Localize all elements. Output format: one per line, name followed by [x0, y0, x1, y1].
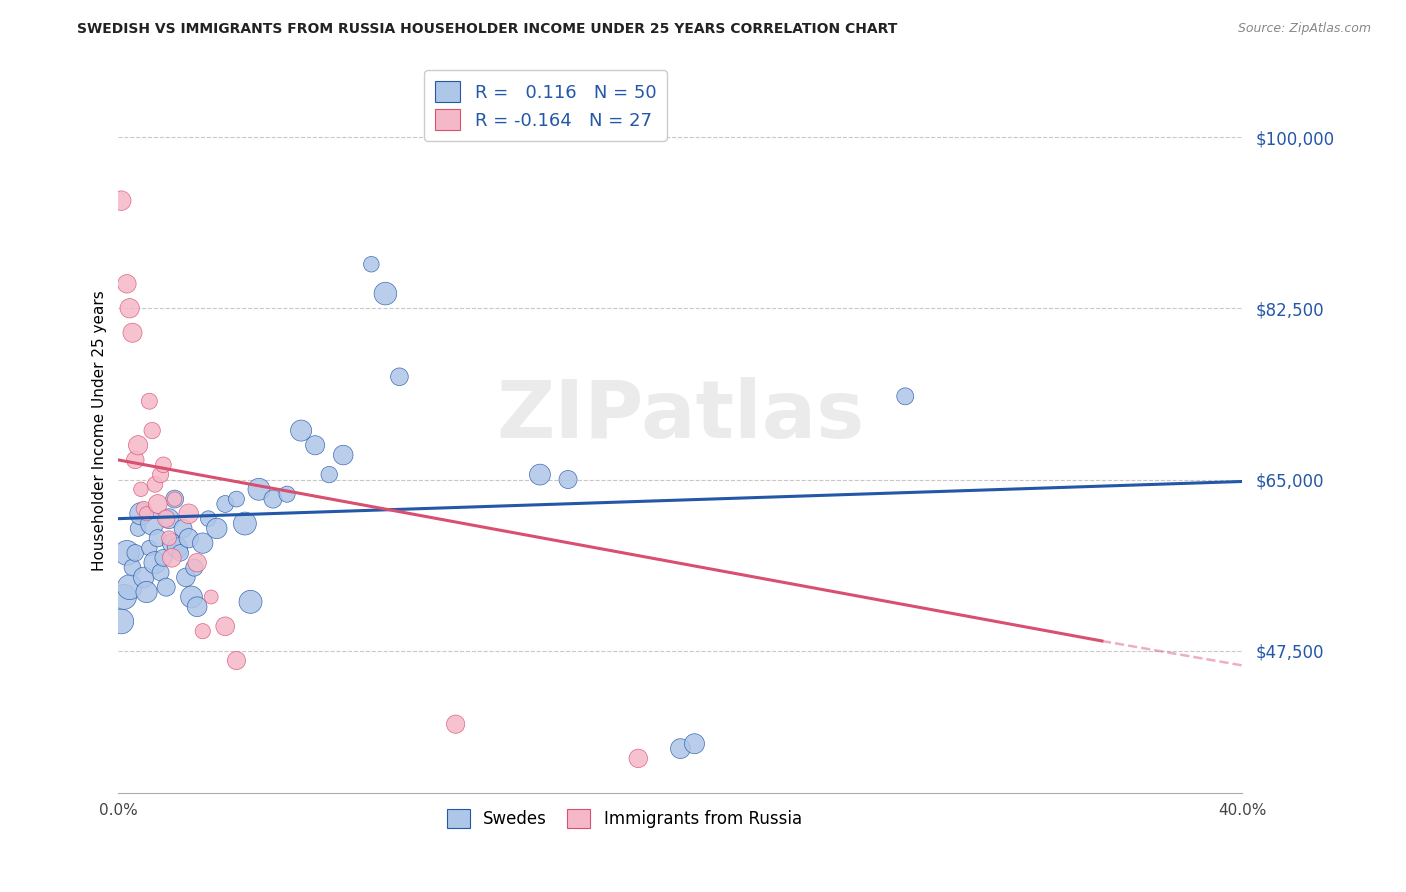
Point [112, 590, 135, 604]
Point [197, 511, 219, 525]
Text: SWEDISH VS IMMIGRANTS FROM RUSSIA HOUSEHOLDER INCOME UNDER 25 YEARS CORRELATION : SWEDISH VS IMMIGRANTS FROM RUSSIA HOUSEH… [77, 22, 897, 37]
Point [669, 741, 692, 756]
Point [160, 536, 183, 550]
Point [155, 511, 177, 525]
Point [163, 492, 186, 507]
Point [177, 507, 200, 521]
Point [163, 492, 186, 507]
Point [152, 550, 174, 565]
Point [149, 566, 172, 580]
Point [200, 590, 222, 604]
Point [110, 194, 132, 208]
Point [225, 492, 247, 507]
Point [157, 511, 180, 525]
Point [214, 619, 236, 633]
Point [205, 521, 228, 535]
Point [191, 624, 214, 639]
Point [627, 751, 650, 765]
Point [115, 277, 138, 291]
Point [160, 550, 183, 565]
Point [374, 286, 396, 301]
Point [124, 453, 146, 467]
Y-axis label: Householder Income Under 25 years: Householder Income Under 25 years [93, 290, 107, 571]
Point [146, 497, 169, 511]
Point [262, 492, 284, 507]
Point [169, 546, 191, 560]
Point [683, 737, 706, 751]
Point [135, 585, 157, 599]
Point [121, 560, 143, 574]
Point [276, 487, 298, 501]
Point [152, 458, 174, 472]
Point [166, 541, 188, 555]
Point [143, 556, 166, 570]
Point [129, 507, 152, 521]
Point [127, 438, 149, 452]
Point [118, 580, 141, 594]
Point [132, 501, 155, 516]
Point [124, 546, 146, 560]
Point [127, 521, 149, 535]
Point [304, 438, 326, 452]
Point [183, 560, 205, 574]
Point [529, 467, 551, 482]
Point [157, 531, 180, 545]
Point [138, 541, 160, 555]
Point [247, 483, 270, 497]
Point [360, 257, 382, 271]
Point [186, 599, 208, 614]
Point [135, 507, 157, 521]
Point [557, 473, 579, 487]
Point [444, 717, 467, 731]
Point [118, 301, 141, 316]
Point [186, 556, 208, 570]
Point [155, 580, 177, 594]
Point [180, 590, 202, 604]
Point [132, 570, 155, 584]
Point [214, 497, 236, 511]
Point [191, 536, 214, 550]
Point [290, 424, 312, 438]
Point [894, 389, 917, 403]
Point [141, 516, 163, 531]
Point [239, 595, 262, 609]
Point [388, 369, 411, 384]
Point [121, 326, 143, 340]
Text: Source: ZipAtlas.com: Source: ZipAtlas.com [1237, 22, 1371, 36]
Point [149, 467, 172, 482]
Point [143, 477, 166, 491]
Point [177, 531, 200, 545]
Point [332, 448, 354, 462]
Point [172, 521, 194, 535]
Point [174, 570, 197, 584]
Point [129, 483, 152, 497]
Point [110, 615, 132, 629]
Point [141, 424, 163, 438]
Text: ZIPatlas: ZIPatlas [496, 377, 865, 455]
Point [146, 531, 169, 545]
Point [115, 546, 138, 560]
Point [233, 516, 256, 531]
Point [225, 654, 247, 668]
Legend: Swedes, Immigrants from Russia: Swedes, Immigrants from Russia [440, 803, 808, 835]
Point [318, 467, 340, 482]
Point [138, 394, 160, 409]
